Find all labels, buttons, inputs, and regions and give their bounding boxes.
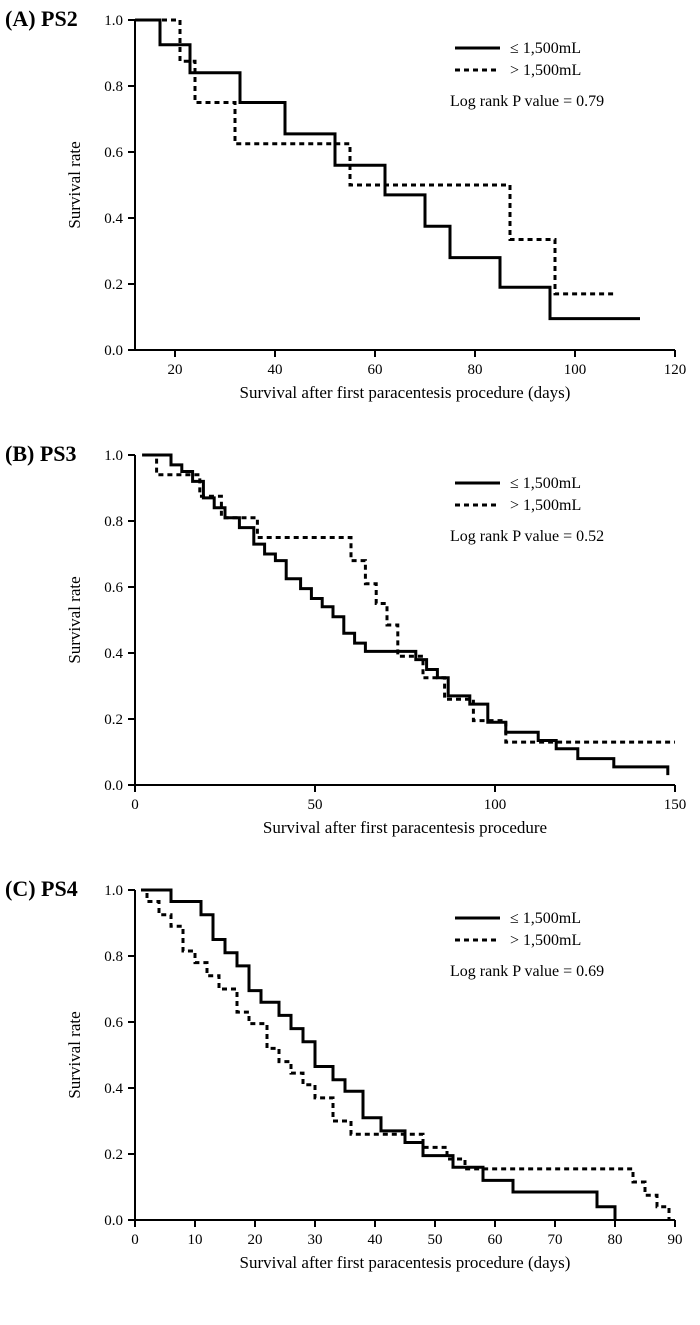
- y-tick-label: 1.0: [104, 13, 123, 29]
- x-tick-label: 80: [468, 362, 483, 378]
- legend-le1500: ≤ 1,500mL: [510, 475, 581, 492]
- x-tick-label: 50: [428, 1232, 443, 1248]
- x-tick-label: 100: [484, 797, 507, 813]
- x-tick-label: 70: [548, 1232, 563, 1248]
- x-tick-label: 20: [168, 362, 183, 378]
- y-tick-label: 0.6: [104, 145, 123, 161]
- x-tick-label: 80: [608, 1232, 623, 1248]
- panel-label-c: (C) PS4: [5, 876, 78, 902]
- x-tick-label: 60: [368, 362, 383, 378]
- y-tick-label: 0.0: [104, 1213, 123, 1229]
- x-axis-title: Survival after first paracentesis proced…: [240, 383, 571, 402]
- x-tick-label: 0: [131, 1232, 139, 1248]
- chart-ps3: 0.0 0.2 0.4 0.6 0.8 1.0 0 50 100 150 Survival rate…: [5, 445, 695, 855]
- panel-label-b: (B) PS3: [5, 441, 77, 467]
- legend-le1500: ≤ 1,500mL: [510, 910, 581, 927]
- x-axis-title: Survival after first paracentesis proced…: [263, 818, 547, 837]
- panel-ps4: (C) PS4 0.00.20.40.60.81.001020304050607…: [5, 880, 700, 1290]
- y-tick-label: 0.6: [104, 580, 123, 596]
- y-tick-label: 1.0: [104, 448, 123, 464]
- y-tick-label: 0.8: [104, 514, 123, 530]
- y-tick-label: 0.6: [104, 1015, 123, 1031]
- chart-ps2: 0.0 0.2 0.4 0.6 0.8 1.0 20 40 60 80 100 120 Survival…: [5, 10, 695, 420]
- legend-gt1500: > 1,500mL: [510, 932, 581, 949]
- y-tick-label: 0.4: [104, 646, 123, 662]
- legend-gt1500: > 1,500mL: [510, 62, 581, 79]
- y-axis-title: Survival rate: [65, 576, 84, 663]
- x-tick-label: 30: [308, 1232, 323, 1248]
- y-tick-label: 0.8: [104, 949, 123, 965]
- y-tick-label: 0.4: [104, 1081, 123, 1097]
- legend-gt1500: > 1,500mL: [510, 497, 581, 514]
- y-tick-label: 0.0: [104, 343, 123, 359]
- y-tick-label: 0.8: [104, 79, 123, 95]
- x-tick-label: 90: [668, 1232, 683, 1248]
- x-tick-label: 10: [188, 1232, 203, 1248]
- x-tick-label: 150: [664, 797, 687, 813]
- x-tick-label: 40: [368, 1232, 383, 1248]
- log-rank-pvalue: Log rank P value = 0.79: [450, 93, 604, 110]
- y-axis-title: Survival rate: [65, 1011, 84, 1098]
- x-tick-label: 20: [248, 1232, 263, 1248]
- y-tick-label: 0.2: [104, 712, 123, 728]
- panel-ps3: (B) PS3 0.00.20.40.60.81.0050100150Survi…: [5, 445, 700, 855]
- x-tick-label: 120: [664, 362, 687, 378]
- panel-label-a: (A) PS2: [5, 6, 78, 32]
- y-tick-label: 1.0: [104, 883, 123, 899]
- x-tick-label: 50: [308, 797, 323, 813]
- y-axis-title: Survival rate: [65, 141, 84, 228]
- x-tick-label: 100: [564, 362, 587, 378]
- legend-le1500: ≤ 1,500mL: [510, 40, 581, 57]
- y-tick-label: 0.2: [104, 277, 123, 293]
- km-curve-gt1500: [142, 455, 675, 742]
- x-tick-label: 40: [268, 362, 283, 378]
- x-axis-title: Survival after first paracentesis proced…: [240, 1253, 571, 1272]
- chart-ps4: 0.0 0.2 0.4 0.6 0.8 1.0 0 10 20 30 40 50 60 70 80 90 Sur…: [5, 880, 695, 1290]
- x-tick-label: 60: [488, 1232, 503, 1248]
- y-tick-label: 0.4: [104, 211, 123, 227]
- panel-ps2: (A) PS2 0.00.20.40.60.81.020406080100120…: [5, 10, 700, 420]
- log-rank-pvalue: Log rank P value = 0.69: [450, 963, 604, 980]
- y-tick-label: 0.2: [104, 1147, 123, 1163]
- log-rank-pvalue: Log rank P value = 0.52: [450, 528, 604, 545]
- y-tick-label: 0.0: [104, 778, 123, 794]
- x-tick-label: 0: [131, 797, 139, 813]
